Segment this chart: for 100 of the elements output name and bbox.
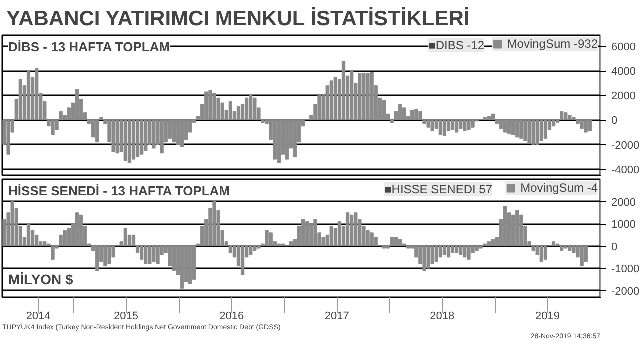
bar [568,246,572,251]
bar [390,237,394,247]
y-tick-label: -2000 [612,286,640,298]
bar [96,246,100,272]
bar [503,206,508,247]
y-tick-label: 0 [612,241,618,254]
annotation: ■HISSE SENEDI 57 [384,182,493,196]
bar [463,246,467,258]
y-tick-label: 6000 [612,42,636,54]
bar [79,214,84,247]
bar [26,70,31,120]
bar [249,246,253,256]
bar [382,246,386,249]
bar [455,120,459,133]
bar [398,239,402,247]
bar [338,222,342,247]
y-tick-label: -1000 [612,264,640,276]
bar [253,98,257,120]
bar [406,246,410,249]
bar [257,246,261,249]
bar [176,120,180,146]
bar [277,244,281,247]
bar [75,212,80,247]
bar [188,246,192,284]
chart-title: HİSSE SENEDİ - 13 HAFTA TOPLAM [8,184,230,198]
bar [366,73,370,120]
bar [281,244,286,247]
bar [265,230,269,247]
bar [572,118,576,120]
bar [128,120,132,164]
bar [556,244,560,247]
bar [245,98,249,120]
x-tick-label: 2014 [26,310,51,322]
bar [180,246,184,289]
bar [584,120,588,133]
bar [140,120,144,155]
bar [398,104,402,120]
bar [450,246,455,254]
bar [59,234,63,247]
bar [240,246,245,276]
chart-subtitle: DİBS - 13 HAFTA TOPLAM [8,40,170,54]
bar [350,70,354,120]
bar [475,246,479,251]
bar [314,219,318,247]
bar [144,120,148,152]
bar [483,118,487,120]
bar [560,246,564,251]
bar [180,120,184,148]
bar [532,120,536,146]
bar [540,120,544,142]
bar [520,214,524,247]
bar [463,120,467,132]
bar [96,120,100,143]
bar [152,246,156,262]
bar [289,242,294,247]
bar [479,246,483,249]
x-tick-label: 2016 [220,310,244,322]
bar [584,246,588,262]
bar [273,120,277,160]
legend-label: MovingSum -932 [507,37,598,51]
x-tick-label: 2019 [535,310,560,322]
bar [269,232,273,247]
bar [503,120,508,133]
bar [394,237,398,247]
bar [152,120,156,149]
bar [516,210,520,247]
bar [580,246,584,267]
bar [148,246,152,264]
bar [75,89,80,120]
bar [491,239,496,247]
bar [516,120,520,138]
x-tick-label: 2018 [430,310,455,322]
bar [438,120,443,136]
bar [536,120,540,146]
bar [342,61,346,120]
bar [306,222,310,247]
bar [318,95,322,120]
bar [212,202,216,247]
bar [528,120,532,144]
bar [350,214,354,247]
bar [116,120,120,154]
legend-label: MovingSum -4 [520,181,598,195]
bar [160,120,164,154]
bar [544,246,548,260]
bar [124,228,128,247]
bar [418,111,422,120]
bar [330,226,334,247]
bar [249,94,253,120]
bar [366,230,370,247]
bar [426,246,430,269]
bar [552,242,556,247]
bar [442,120,447,136]
x-tick-label: 2017 [324,310,350,322]
bar [402,108,406,120]
bar [544,120,548,139]
bar [362,73,366,120]
chart-title: YABANCI YATIRIMCI MENKUL İSTATİSTİKLERİ [6,8,470,30]
bar [112,120,116,152]
bar [410,110,414,120]
bar [459,120,463,130]
